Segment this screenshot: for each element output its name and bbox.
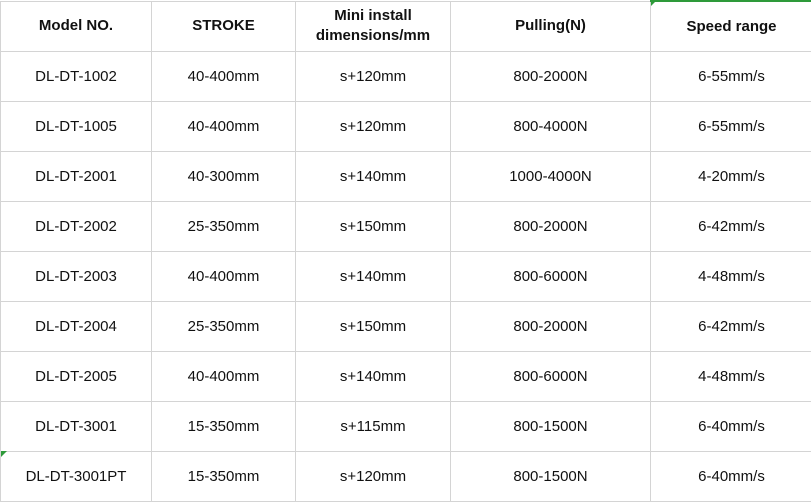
- header-speed-range[interactable]: Speed range: [651, 1, 811, 52]
- cell-speed-range[interactable]: 6-40mm/s: [651, 452, 811, 502]
- cell-install-dimensions[interactable]: s+150mm: [296, 202, 451, 252]
- cell-speed-range[interactable]: 4-20mm/s: [651, 152, 811, 202]
- cell-speed-range[interactable]: 4-48mm/s: [651, 252, 811, 302]
- cell-pulling[interactable]: 800-6000N: [451, 252, 651, 302]
- header-install-dimensions[interactable]: Mini install dimensions/mm: [296, 1, 451, 52]
- cell-stroke[interactable]: 25-350mm: [152, 202, 296, 252]
- cell-speed-range[interactable]: 6-42mm/s: [651, 302, 811, 352]
- cell-model[interactable]: DL-DT-3001PT: [1, 452, 152, 502]
- cell-install-dimensions[interactable]: s+150mm: [296, 302, 451, 352]
- cell-stroke[interactable]: 40-400mm: [152, 52, 296, 102]
- cell-model[interactable]: DL-DT-1005: [1, 102, 152, 152]
- cell-model[interactable]: DL-DT-1002: [1, 52, 152, 102]
- cell-install-dimensions[interactable]: s+115mm: [296, 402, 451, 452]
- cell-speed-range[interactable]: 4-48mm/s: [651, 352, 811, 402]
- cell-comment-marker: [1, 451, 7, 457]
- cell-stroke[interactable]: 15-350mm: [152, 402, 296, 452]
- cell-speed-range[interactable]: 6-40mm/s: [651, 402, 811, 452]
- cell-pulling[interactable]: 800-6000N: [451, 352, 651, 402]
- header-stroke[interactable]: STROKE: [152, 1, 296, 52]
- cell-stroke[interactable]: 40-300mm: [152, 152, 296, 202]
- cell-install-dimensions[interactable]: s+120mm: [296, 102, 451, 152]
- cell-comment-marker: [651, 0, 657, 6]
- cell-install-dimensions[interactable]: s+120mm: [296, 52, 451, 102]
- cell-pulling[interactable]: 800-1500N: [451, 402, 651, 452]
- header-install-dimensions-label: Mini install dimensions/mm: [308, 6, 438, 46]
- cell-install-dimensions[interactable]: s+120mm: [296, 452, 451, 502]
- cell-pulling[interactable]: 800-2000N: [451, 52, 651, 102]
- cell-model[interactable]: DL-DT-3001: [1, 402, 152, 452]
- cell-pulling[interactable]: 800-2000N: [451, 302, 651, 352]
- cell-model[interactable]: DL-DT-2002: [1, 202, 152, 252]
- cell-model[interactable]: DL-DT-2003: [1, 252, 152, 302]
- cell-pulling[interactable]: 800-2000N: [451, 202, 651, 252]
- header-row: Model NO. STROKE Mini install dimensions…: [1, 1, 811, 52]
- cell-model[interactable]: DL-DT-2005: [1, 352, 152, 402]
- cell-model[interactable]: DL-DT-2004: [1, 302, 152, 352]
- cell-speed-range[interactable]: 6-55mm/s: [651, 52, 811, 102]
- cell-pulling[interactable]: 1000-4000N: [451, 152, 651, 202]
- cell-stroke[interactable]: 15-350mm: [152, 452, 296, 502]
- cell-install-dimensions[interactable]: s+140mm: [296, 152, 451, 202]
- cell-speed-range[interactable]: 6-42mm/s: [651, 202, 811, 252]
- header-pulling[interactable]: Pulling(N): [451, 1, 651, 52]
- cell-model[interactable]: DL-DT-2001: [1, 152, 152, 202]
- cell-stroke[interactable]: 40-400mm: [152, 252, 296, 302]
- cell-install-dimensions[interactable]: s+140mm: [296, 252, 451, 302]
- header-model[interactable]: Model NO.: [1, 1, 152, 52]
- cell-pulling[interactable]: 800-4000N: [451, 102, 651, 152]
- cell-speed-range[interactable]: 6-55mm/s: [651, 102, 811, 152]
- cell-stroke[interactable]: 25-350mm: [152, 302, 296, 352]
- cell-pulling[interactable]: 800-1500N: [451, 452, 651, 502]
- cell-stroke[interactable]: 40-400mm: [152, 352, 296, 402]
- cell-install-dimensions[interactable]: s+140mm: [296, 352, 451, 402]
- cell-stroke[interactable]: 40-400mm: [152, 102, 296, 152]
